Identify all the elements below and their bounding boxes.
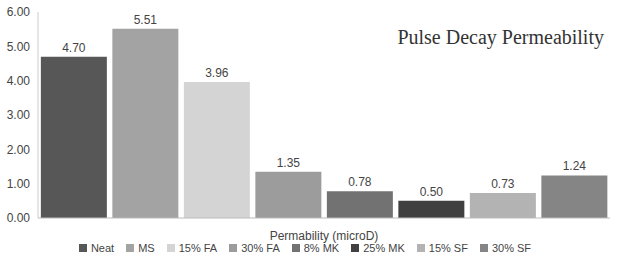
svg-text:5.51: 5.51 — [134, 13, 158, 27]
svg-text:2.00: 2.00 — [8, 143, 30, 157]
html-text:Neat: Neat — [90, 242, 115, 254]
html-text:8% MK: 8% MK — [303, 242, 340, 254]
svg-text:1.00: 1.00 — [8, 177, 30, 191]
svg-text:Permability (microD): Permability (microD) — [270, 229, 379, 243]
html-text:30% SF: 30% SF — [491, 242, 532, 254]
svg-text:3.00: 3.00 — [8, 108, 30, 122]
svg-text:1.24: 1.24 — [563, 159, 587, 173]
svg-text:3.96: 3.96 — [205, 66, 229, 80]
svg-text:1.35: 1.35 — [277, 156, 301, 170]
html-text:Pulse Decay Permeability: Pulse Decay Permeability — [397, 26, 604, 48]
svg-text:0.00: 0.00 — [8, 211, 30, 225]
html-text:15% FA: 15% FA — [178, 242, 218, 254]
svg-text:4.70: 4.70 — [62, 41, 86, 55]
svg-text:0.50: 0.50 — [420, 185, 444, 199]
svg-text:0.78: 0.78 — [348, 175, 372, 189]
svg-text:6.00: 6.00 — [8, 5, 30, 19]
html-text:MS: MS — [138, 242, 155, 254]
svg-text:0.73: 0.73 — [491, 177, 515, 191]
html-text:15% SF: 15% SF — [428, 242, 468, 254]
html-text:30% FA: 30% FA — [241, 242, 280, 254]
svg-text:5.00: 5.00 — [8, 40, 30, 54]
html-text:25% MK: 25% MK — [363, 242, 405, 254]
svg-text:4.00: 4.00 — [8, 74, 30, 88]
